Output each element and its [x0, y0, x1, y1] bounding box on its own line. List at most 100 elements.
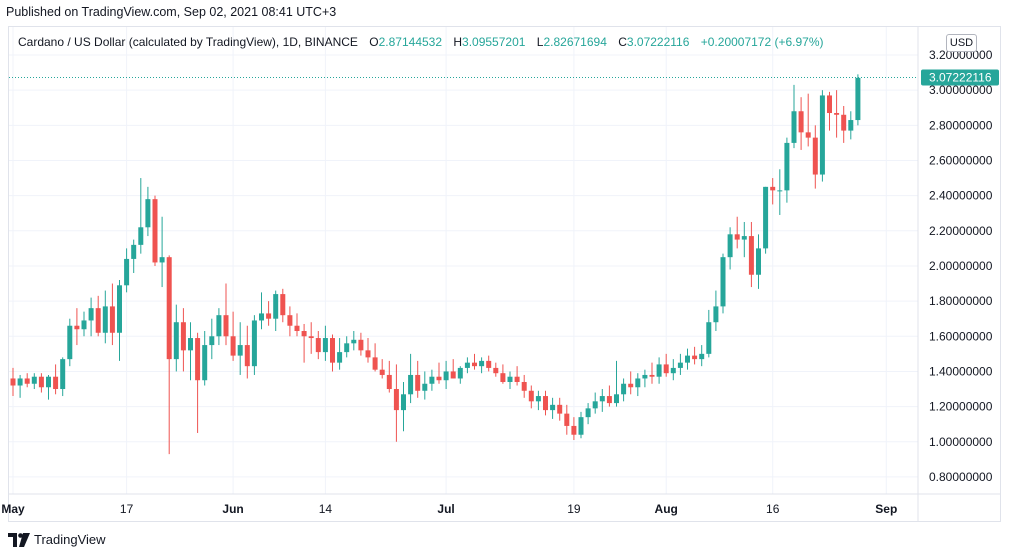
candle[interactable] [564, 404, 570, 435]
candle[interactable] [280, 288, 286, 323]
candle[interactable] [528, 385, 534, 409]
candle[interactable] [812, 125, 818, 189]
candle[interactable] [571, 417, 577, 441]
candle[interactable] [464, 357, 470, 374]
candle[interactable] [74, 308, 80, 346]
candle[interactable] [606, 385, 612, 407]
candle[interactable] [486, 355, 492, 372]
candle[interactable] [734, 216, 740, 249]
candle[interactable] [763, 186, 769, 254]
candle[interactable] [159, 216, 165, 288]
candle[interactable] [344, 336, 350, 358]
candle[interactable] [365, 338, 371, 363]
candle[interactable] [152, 195, 158, 266]
candle[interactable] [798, 97, 804, 150]
candle[interactable] [855, 74, 861, 126]
candle[interactable] [46, 374, 51, 400]
candle[interactable] [457, 366, 463, 384]
candle[interactable] [372, 343, 378, 372]
candle[interactable] [472, 353, 477, 370]
candle[interactable] [543, 390, 548, 416]
candle[interactable] [60, 357, 66, 397]
candle[interactable] [109, 283, 115, 346]
candle[interactable] [443, 360, 449, 390]
candle[interactable] [635, 373, 641, 397]
candle[interactable] [592, 392, 598, 414]
candle[interactable] [195, 332, 201, 433]
candle[interactable] [713, 290, 719, 332]
candle[interactable] [514, 366, 520, 386]
candle[interactable] [379, 359, 385, 379]
candle[interactable] [266, 301, 272, 326]
candle[interactable] [628, 371, 634, 395]
candle[interactable] [330, 334, 335, 372]
candle[interactable] [578, 411, 584, 439]
candle[interactable] [287, 306, 293, 337]
candle[interactable] [131, 239, 137, 273]
candle[interactable] [10, 367, 16, 397]
candle[interactable] [209, 318, 215, 360]
candle[interactable] [237, 322, 243, 375]
candle[interactable] [642, 369, 648, 388]
candle[interactable] [585, 403, 591, 425]
candle[interactable] [493, 362, 499, 377]
candle[interactable] [251, 315, 257, 375]
candle[interactable] [17, 374, 23, 398]
candle[interactable] [614, 360, 619, 407]
candle[interactable] [450, 359, 456, 379]
candle[interactable] [216, 308, 222, 346]
candle[interactable] [507, 371, 513, 390]
candle[interactable] [393, 364, 399, 442]
candle[interactable] [322, 325, 328, 361]
candle[interactable] [422, 371, 428, 400]
candle[interactable] [88, 297, 94, 337]
candle[interactable] [521, 374, 527, 398]
currency-button[interactable]: USD [946, 34, 977, 52]
candle[interactable] [706, 309, 712, 358]
candle[interactable] [677, 353, 683, 375]
candle[interactable] [663, 353, 669, 377]
candle[interactable] [741, 222, 747, 258]
candle[interactable] [557, 397, 563, 421]
candle[interactable] [244, 325, 250, 379]
candle[interactable] [38, 373, 44, 393]
candle[interactable] [770, 178, 776, 205]
candle[interactable] [841, 105, 847, 143]
candle[interactable] [479, 357, 485, 374]
candle[interactable] [294, 313, 300, 337]
candle[interactable] [621, 378, 627, 402]
candle[interactable] [819, 90, 825, 182]
candle[interactable] [720, 253, 726, 314]
candle[interactable] [670, 359, 676, 381]
candle[interactable] [351, 331, 357, 351]
candle[interactable] [315, 331, 321, 360]
candle[interactable] [117, 280, 122, 361]
candle[interactable] [848, 111, 854, 140]
candle[interactable] [24, 373, 30, 388]
candle[interactable] [834, 90, 840, 138]
candle[interactable] [408, 353, 414, 404]
candle[interactable] [223, 283, 229, 346]
candle[interactable] [727, 227, 733, 270]
candle[interactable] [358, 332, 364, 356]
candle[interactable] [31, 373, 37, 390]
candle[interactable] [777, 169, 783, 215]
candle[interactable] [436, 362, 442, 384]
candle[interactable] [550, 397, 556, 419]
candle[interactable] [95, 295, 101, 337]
candle[interactable] [401, 381, 406, 432]
candle[interactable] [649, 362, 655, 384]
candle[interactable] [308, 322, 314, 354]
candle[interactable] [337, 338, 343, 370]
candle[interactable] [124, 248, 130, 293]
candle[interactable] [827, 91, 832, 131]
candle[interactable] [67, 318, 73, 367]
candle[interactable] [102, 290, 108, 344]
candle[interactable] [259, 292, 264, 330]
candle[interactable] [180, 308, 186, 372]
candle[interactable] [685, 348, 690, 370]
candle[interactable] [415, 360, 421, 398]
candle[interactable] [699, 345, 705, 367]
candle[interactable] [805, 93, 811, 147]
